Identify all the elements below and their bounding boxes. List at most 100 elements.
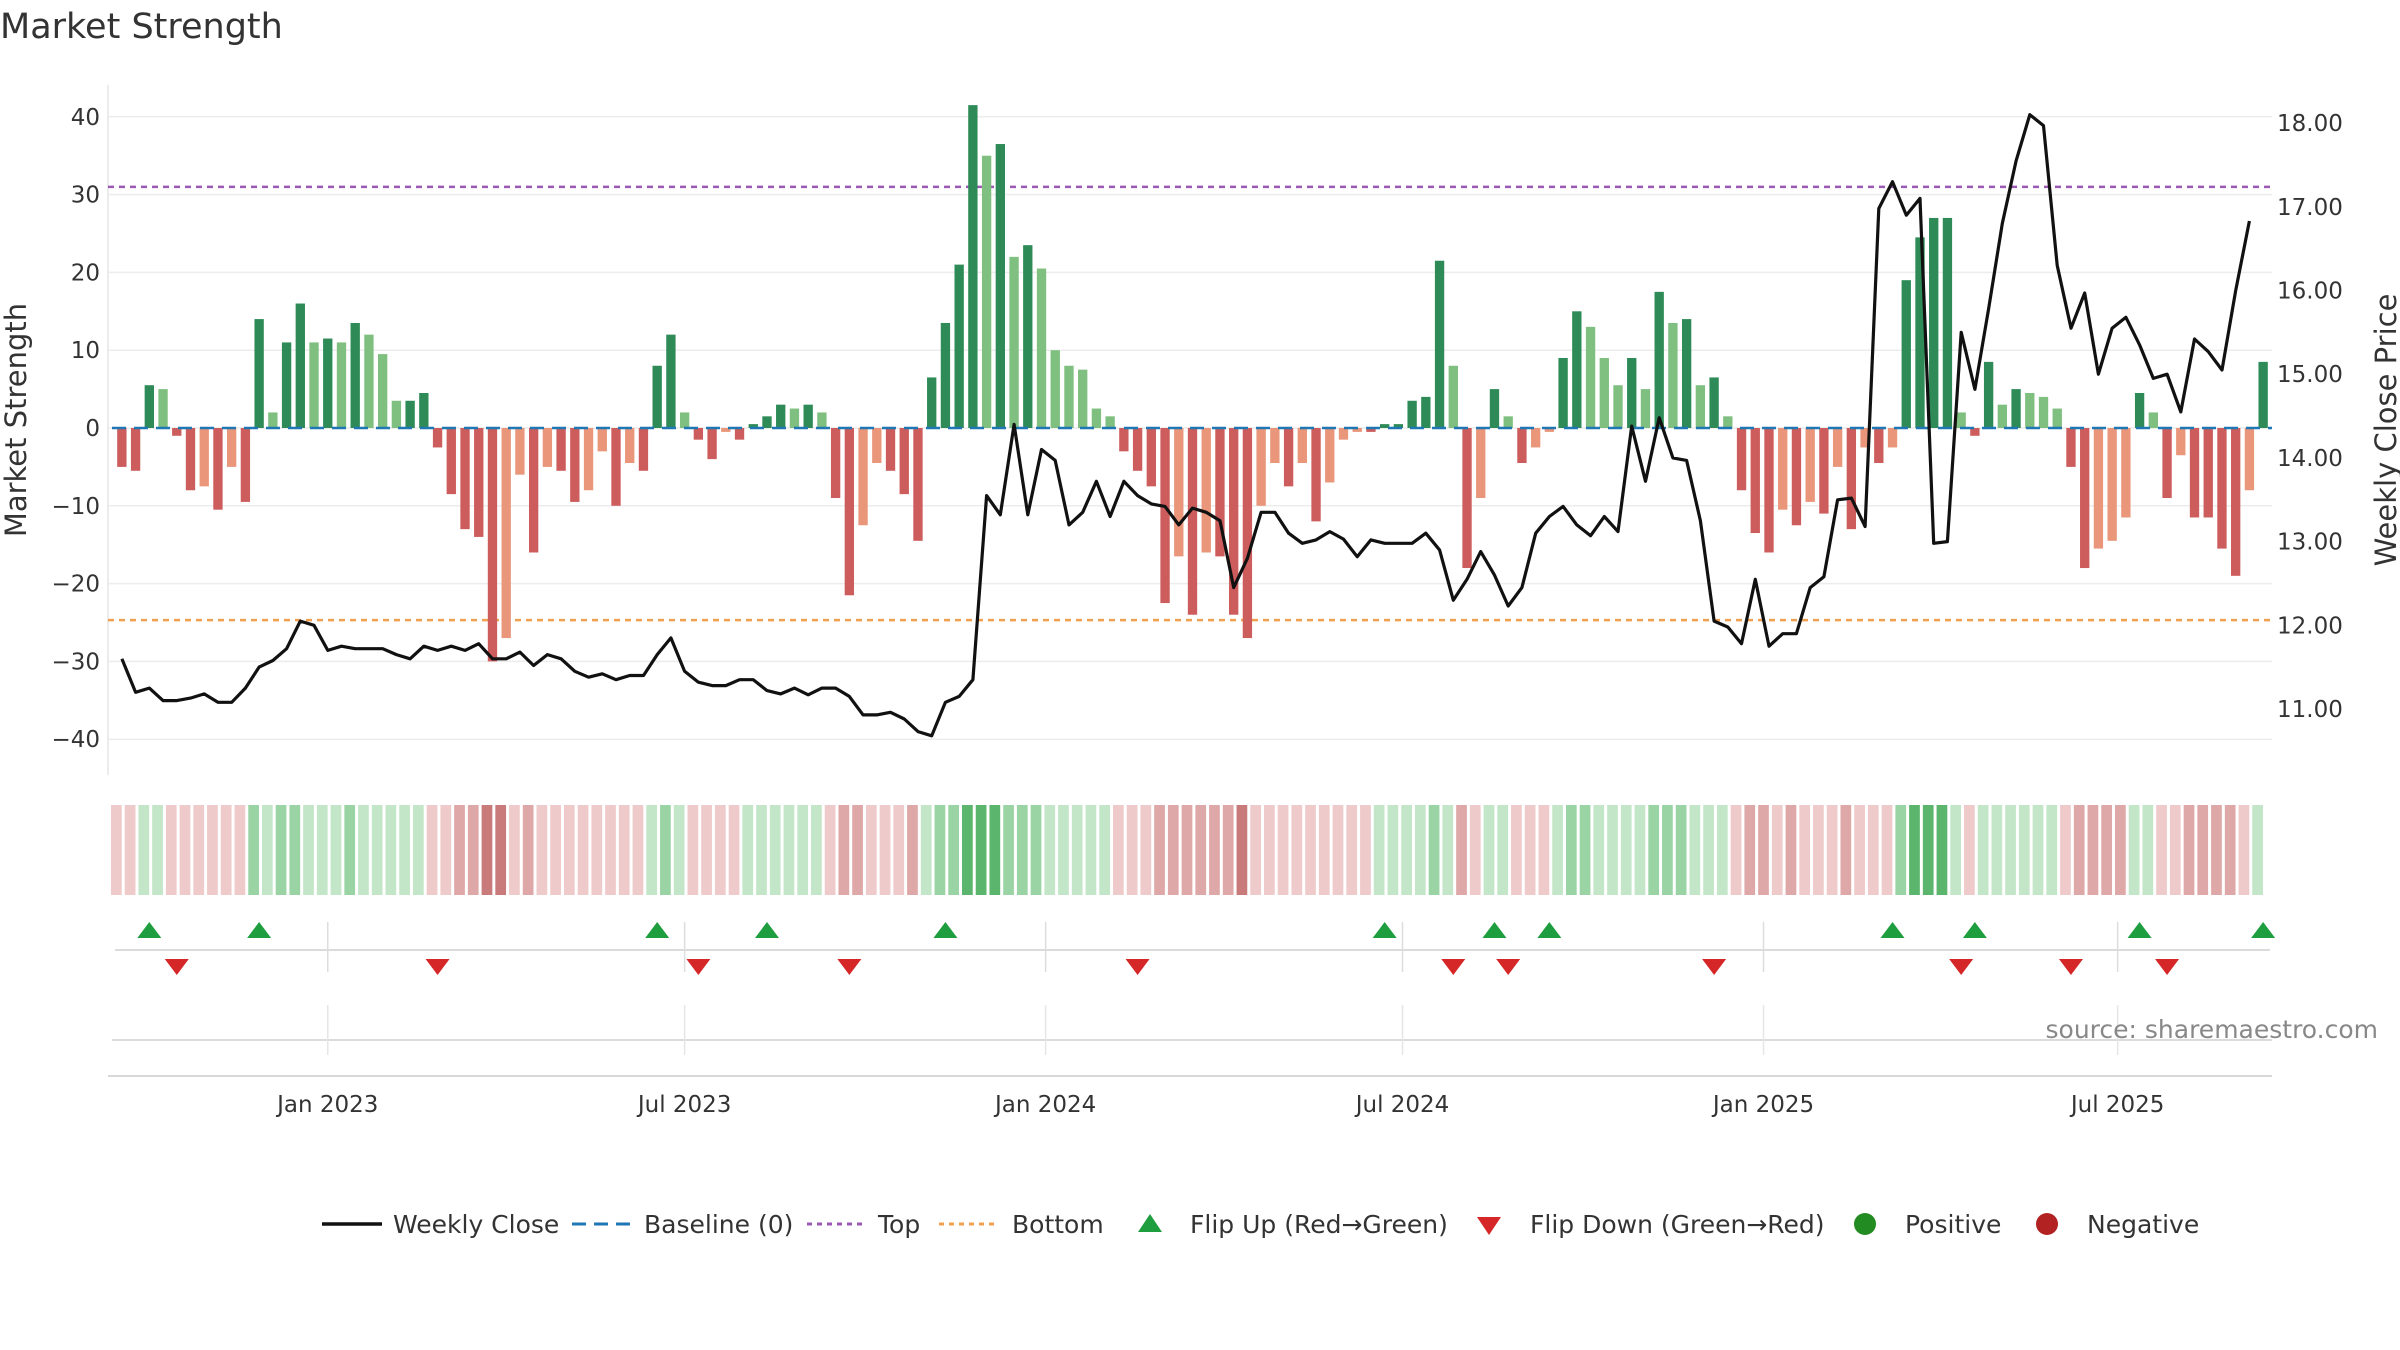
strength-bar (556, 428, 566, 471)
strength-bar (254, 319, 264, 428)
strength-bar (1544, 428, 1555, 432)
strength-bar (1530, 428, 1541, 448)
regime-cell (1634, 805, 1646, 895)
strength-bar (487, 428, 498, 662)
strength-bar (117, 428, 127, 467)
weekly-close-line (120, 113, 2251, 738)
regime-cell (2005, 805, 2016, 895)
regime-cell (577, 805, 589, 895)
regime-cell (454, 805, 465, 895)
regime-cell (165, 805, 177, 895)
y2-tick-label: 17.00 (2277, 195, 2343, 221)
strength-bar (336, 342, 347, 428)
strength-bar (1887, 428, 1898, 448)
strength-bar (1338, 428, 1349, 440)
flip-up-marker (1482, 922, 1507, 938)
y-tick-label: −40 (51, 727, 100, 753)
y2-tick-label: 12.00 (2277, 613, 2343, 639)
regime-cell (852, 805, 863, 895)
regime-cell (907, 805, 918, 895)
strength-bar (172, 428, 182, 436)
strength-bar (474, 428, 484, 537)
regime-cell (948, 805, 960, 895)
y-axis-right: 18.00 17.00 16.00 15.00 14.00 13.00 12.00 11.00 (2277, 111, 2343, 723)
strength-bar (638, 428, 649, 471)
regime-cell (2018, 805, 2030, 895)
strength-bar (748, 424, 758, 428)
strength-bar (1640, 389, 1651, 428)
legend-negative-swatch (2036, 1213, 2058, 1235)
regime-cell (1662, 805, 1673, 895)
chart-title: Market Strength (0, 7, 283, 47)
regime-cell (289, 805, 301, 895)
strength-bar (1105, 416, 1115, 428)
strength-bar (1393, 424, 1404, 428)
strength-bar (707, 428, 717, 460)
strength-bar (1874, 428, 1884, 464)
strength-bar (405, 400, 415, 428)
strength-bar (130, 428, 141, 471)
regime-cell (495, 805, 507, 895)
regime-cell (1058, 805, 1069, 895)
strength-bar (515, 428, 525, 475)
strength-bar (2231, 428, 2241, 576)
regime-cell (1538, 805, 1550, 895)
regime-cell (1442, 805, 1454, 895)
regime-cell (2252, 805, 2263, 895)
strength-bar (501, 428, 511, 639)
strength-bar (1270, 428, 1280, 464)
strength-bar (2258, 361, 2268, 428)
legend-flip-up-swatch (1138, 1214, 1162, 1232)
regime-cell (1209, 805, 1220, 895)
legend-flip-up-label: Flip Up (Red→Green) (1190, 1210, 1448, 1239)
regime-cell (275, 805, 287, 895)
regime-cell (481, 805, 493, 895)
regime-cell (1099, 805, 1111, 895)
regime-cell (1140, 805, 1152, 895)
regime-cell (138, 805, 150, 895)
regime-cell (2211, 805, 2222, 895)
strength-bar (460, 428, 470, 530)
legend-positive-label: Positive (1905, 1210, 2001, 1239)
regime-cell (1854, 805, 1865, 895)
strength-bar (570, 428, 580, 502)
regime-cell (756, 805, 767, 895)
regime-cell (1428, 805, 1440, 895)
strength-bar (1283, 428, 1294, 487)
regime-cell (371, 805, 383, 895)
strength-bar (1489, 389, 1500, 428)
strength-bar (652, 365, 662, 428)
strength-bar (1023, 245, 1033, 428)
strength-bar (323, 338, 333, 428)
strength-bar (2176, 428, 2186, 456)
strength-bar (1736, 428, 1747, 491)
y-tick-label: −20 (51, 572, 100, 598)
strength-bar (227, 428, 237, 467)
y2-tick-label: 16.00 (2277, 279, 2343, 305)
strength-bar (1860, 428, 1870, 448)
regime-cell (1456, 805, 1467, 895)
y-axis-label: Market Strength (0, 303, 33, 537)
strength-bar (2066, 428, 2076, 467)
flip-down-marker (2058, 959, 2083, 975)
regime-cell (2128, 805, 2140, 895)
strength-bar (1503, 416, 1513, 428)
flip-down-marker (1125, 959, 1150, 975)
regime-cell (632, 805, 644, 895)
strength-bar (1846, 428, 1857, 530)
regime-cell (248, 805, 259, 895)
y-tick-label: 40 (71, 105, 100, 131)
flip-markers (112, 922, 2276, 1041)
flip-up-marker (1537, 922, 1562, 938)
x-tick-label: Jul 2024 (1354, 1092, 1450, 1118)
strength-bar (1160, 428, 1170, 604)
regime-cell (660, 805, 671, 895)
regime-cell (701, 805, 712, 895)
strength-bar (1681, 319, 1692, 428)
regime-cell (111, 805, 122, 895)
regime-cell (1524, 805, 1536, 895)
regime-cell (344, 805, 356, 895)
y2-axis-label: Weekly Close Price (2369, 294, 2400, 567)
regime-cell (179, 805, 191, 895)
strength-bar (954, 264, 964, 428)
